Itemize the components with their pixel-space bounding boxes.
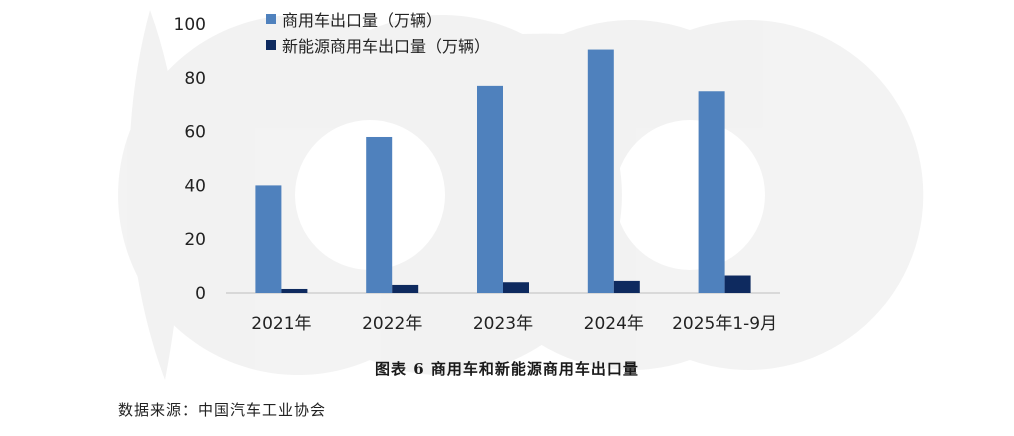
legend-swatch-series-2 bbox=[266, 40, 276, 50]
figure-caption: 图表 6 商用车和新能源商用车出口量 bbox=[375, 360, 639, 378]
bar-commercial-vehicle bbox=[255, 185, 282, 293]
bar-commercial-vehicle bbox=[366, 136, 393, 293]
legend-item-series-2: 新能源商用车出口量（万辆） bbox=[266, 32, 490, 58]
y-tick-label: 0 bbox=[195, 284, 206, 304]
legend-label-series-1: 商用车出口量（万辆） bbox=[282, 11, 443, 30]
x-tick-label: 2025年1-9月 bbox=[672, 314, 777, 334]
x-tick-label: 2024年 bbox=[584, 314, 644, 334]
data-source: 数据来源：中国汽车工业协会 bbox=[118, 401, 327, 419]
y-tick-label: 40 bbox=[184, 176, 206, 196]
y-tick-label: 80 bbox=[184, 69, 206, 89]
legend-item-series-1: 商用车出口量（万辆） bbox=[266, 6, 490, 32]
bars-group bbox=[255, 49, 751, 294]
legend-swatch-series-1 bbox=[266, 14, 276, 24]
legend: 商用车出口量（万辆） 新能源商用车出口量（万辆） bbox=[266, 6, 490, 58]
bar-commercial-vehicle bbox=[698, 91, 725, 293]
bar-commercial-vehicle bbox=[587, 49, 614, 294]
y-axis: 0 20 40 60 80 100 bbox=[174, 15, 206, 304]
bar-new-energy-commercial-vehicle bbox=[281, 288, 308, 293]
bar-new-energy-commercial-vehicle bbox=[724, 275, 751, 293]
y-tick-label: 20 bbox=[184, 230, 206, 250]
bar-new-energy-commercial-vehicle bbox=[503, 282, 529, 293]
x-tick-label: 2021年 bbox=[251, 314, 311, 334]
bar-new-energy-commercial-vehicle bbox=[613, 280, 640, 293]
x-axis: 2021年 2022年 2023年 2024年 2025年1-9月 bbox=[251, 314, 777, 334]
y-tick-label: 60 bbox=[184, 123, 206, 143]
y-tick-label: 100 bbox=[174, 15, 206, 35]
x-tick-label: 2023年 bbox=[473, 314, 533, 334]
x-tick-label: 2022年 bbox=[362, 314, 422, 334]
legend-label-series-2: 新能源商用车出口量（万辆） bbox=[282, 37, 491, 56]
bar-commercial-vehicle bbox=[477, 85, 503, 294]
bar-new-energy-commercial-vehicle bbox=[392, 284, 419, 293]
